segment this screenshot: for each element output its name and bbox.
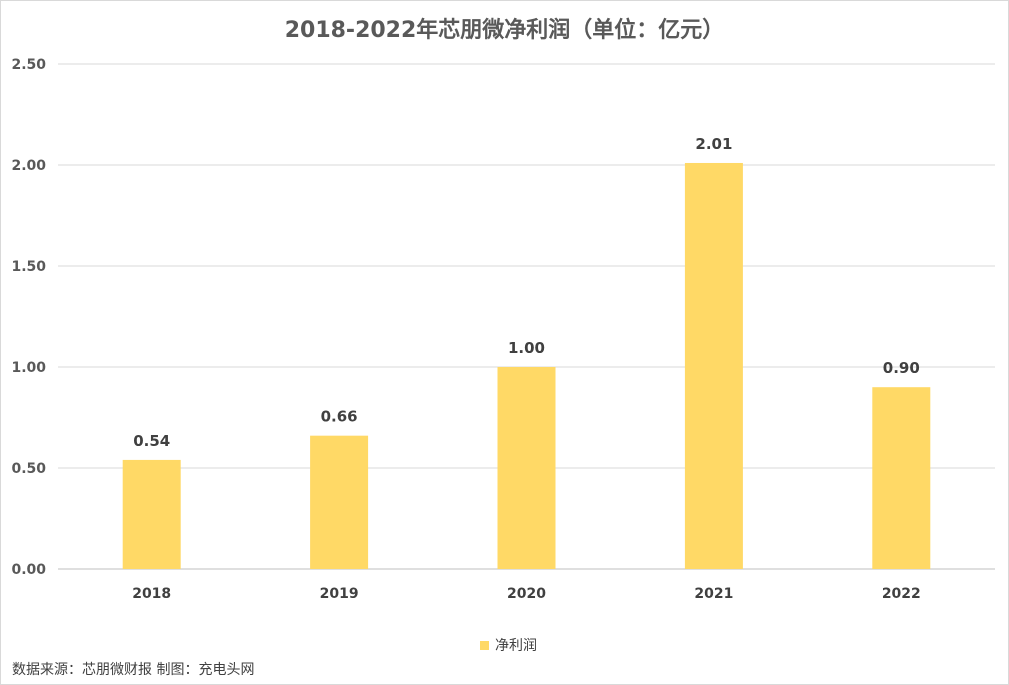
bar bbox=[684, 162, 743, 570]
data-label: 0.66 bbox=[321, 408, 358, 426]
data-label: 1.00 bbox=[508, 339, 545, 357]
legend-label: 净利润 bbox=[495, 638, 537, 654]
y-tick-label: 1.50 bbox=[11, 259, 46, 275]
y-tick-label: 2.50 bbox=[11, 57, 46, 73]
y-tick-label: 2.00 bbox=[11, 158, 46, 174]
bar bbox=[122, 459, 181, 569]
legend-swatch bbox=[480, 640, 489, 650]
y-tick-label: 0.00 bbox=[11, 562, 46, 578]
chart-title: 2018-2022年芯朋微净利润（单位：亿元） bbox=[284, 18, 725, 43]
data-label: 0.54 bbox=[133, 432, 170, 450]
bar bbox=[872, 387, 931, 569]
bar bbox=[310, 435, 369, 569]
x-tick-label: 2021 bbox=[694, 586, 733, 602]
source-note: 数据来源：芯朋微财报 制图：充电头网 bbox=[12, 662, 255, 678]
bar bbox=[497, 367, 556, 569]
legend: 净利润 bbox=[480, 635, 537, 655]
data-label: 0.90 bbox=[883, 359, 920, 377]
data-label: 2.01 bbox=[695, 135, 732, 153]
y-tick-label: 1.00 bbox=[11, 360, 46, 376]
x-tick-label: 2018 bbox=[132, 586, 171, 602]
y-tick-label: 0.50 bbox=[11, 461, 46, 477]
x-tick-label: 2022 bbox=[882, 586, 921, 602]
x-tick-label: 2019 bbox=[320, 586, 359, 602]
x-tick-label: 2020 bbox=[507, 586, 546, 602]
